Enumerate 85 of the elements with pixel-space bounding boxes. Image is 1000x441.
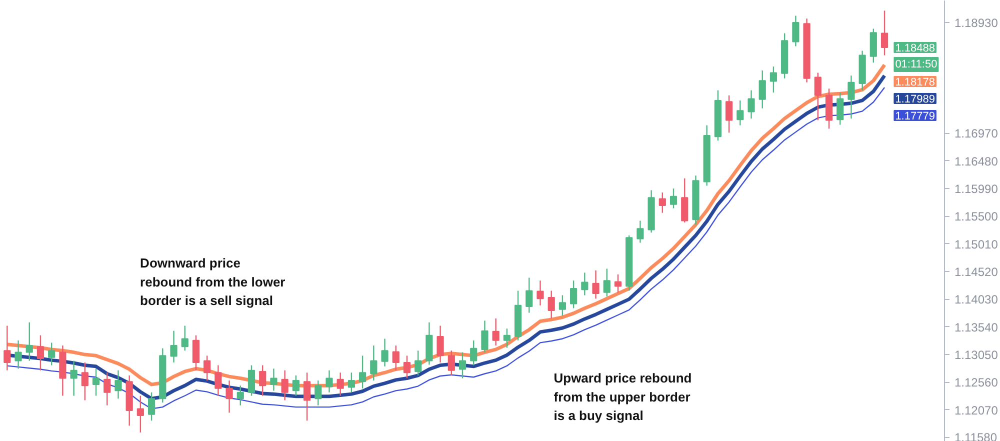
candlestick (248, 364, 256, 396)
candlestick (92, 368, 100, 396)
candlestick (570, 280, 578, 309)
candlestick (403, 355, 411, 379)
candlestick (414, 350, 422, 376)
candlestick (70, 360, 78, 396)
candlestick (204, 355, 211, 382)
y-tick-label: 1.14030 (954, 292, 998, 307)
candlestick (792, 15, 800, 47)
candlestick (348, 372, 355, 393)
candlestick (526, 277, 533, 314)
candlestick (370, 344, 378, 382)
candlestick (181, 325, 188, 352)
candlestick (170, 330, 178, 364)
candlestick (592, 270, 600, 300)
candlestick (392, 344, 400, 371)
candlestick (226, 380, 233, 414)
candlestick (870, 28, 877, 64)
candlestick (4, 325, 11, 371)
y-tick-label: 1.15010 (954, 237, 998, 252)
candlestick (481, 320, 488, 353)
candlestick (603, 268, 610, 297)
candlestick (192, 334, 200, 371)
y-tick-label: 1.18930 (954, 16, 998, 30)
candlestick (770, 66, 778, 94)
candlestick (48, 342, 56, 366)
candlestick (558, 294, 566, 316)
candlestick (725, 94, 733, 134)
candlestick (614, 274, 622, 294)
candlestick (81, 362, 88, 401)
candlestick (503, 328, 510, 348)
text: 1.18488 (895, 42, 935, 54)
y-tick-label: 1.16970 (954, 126, 998, 141)
candlestick (148, 392, 156, 422)
y-tick-label: 1.12070 (954, 403, 998, 418)
candlestick (736, 100, 744, 126)
candlestick (104, 372, 111, 406)
text: 1.18178 (895, 76, 935, 88)
text: 1.17989 (895, 93, 935, 106)
candlestick (448, 350, 455, 376)
candlestick (281, 370, 288, 401)
candlestick (359, 355, 366, 390)
candlestick (636, 220, 644, 244)
candlestick (581, 272, 588, 296)
candlestick (292, 374, 300, 396)
y-tick-label: 1.12560 (954, 376, 998, 390)
candlestick (314, 380, 322, 406)
text: 01:11:50 (895, 58, 938, 70)
candlestick (681, 178, 688, 224)
candlestick (236, 385, 244, 406)
candlestick (458, 352, 466, 379)
candlestick (381, 338, 388, 367)
candlestick (548, 290, 555, 320)
candlestick (114, 370, 122, 400)
candlestick (326, 370, 333, 393)
candlestick (670, 188, 678, 209)
candlestick (492, 318, 500, 346)
candlestick (214, 364, 222, 396)
candlestick (758, 70, 766, 109)
y-tick-label: 1.13540 (954, 320, 998, 334)
y-tick-label: 1.15500 (954, 210, 998, 224)
candlestick (470, 340, 478, 366)
annotation: Upward price rebound from the upper border is a buy signal (554, 370, 692, 423)
candlestick (848, 75, 855, 120)
candlestick (26, 322, 33, 362)
y-tick-label: 1.16480 (954, 154, 998, 168)
candlestick (814, 72, 822, 121)
y-tick-label: 1.15990 (954, 182, 998, 196)
candlestick (303, 372, 311, 422)
candlestick (536, 280, 544, 306)
candlestick (836, 92, 844, 126)
y-tick-label: 1.14520 (954, 265, 998, 280)
candlestick (270, 368, 278, 392)
candlestick (36, 334, 44, 371)
candlestick (136, 395, 144, 434)
candlestick (259, 364, 266, 396)
candlestick (436, 325, 444, 364)
candlestick (14, 340, 22, 370)
candlestick (336, 372, 344, 396)
text: 1.17779 (895, 110, 935, 122)
candlestick (748, 90, 755, 120)
y-tick-label: 1.13050 (954, 348, 998, 362)
annotation: Downward price rebound from the lower border is a sell signal (140, 256, 286, 308)
candlestick (880, 10, 888, 56)
candlestick (658, 192, 666, 214)
